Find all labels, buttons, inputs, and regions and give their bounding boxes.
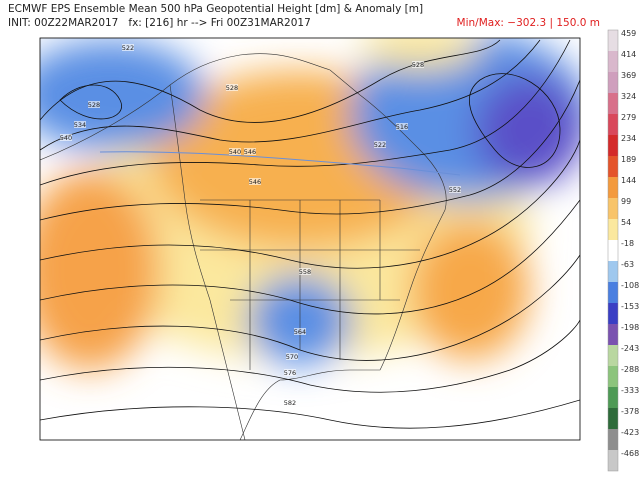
contour-label: 522	[374, 141, 386, 149]
map	[40, 38, 580, 440]
colorbar-swatch	[608, 429, 618, 450]
colorbar-label: 234	[621, 134, 636, 143]
contour-label: 540	[229, 148, 241, 156]
contour-label: 528	[226, 84, 238, 92]
contour-label-bg	[284, 369, 296, 376]
colorbar-label: -18	[621, 239, 634, 248]
contour-label-bg	[396, 123, 408, 130]
contour-label-bg	[244, 148, 256, 155]
colorbar-swatch	[608, 135, 618, 156]
colorbar-label: -243	[621, 344, 639, 353]
contour-label: 546	[244, 148, 256, 156]
colorbar-swatch	[608, 72, 618, 93]
contour-label: 540	[60, 134, 72, 142]
colorbar-label: -423	[621, 428, 639, 437]
colorbar-label: -63	[621, 260, 634, 269]
contour-label-bg	[374, 141, 386, 148]
colorbar-swatch	[608, 219, 618, 240]
contour-label: 522	[122, 44, 134, 52]
contour-label: 558	[299, 268, 311, 276]
colorbar-swatch	[608, 156, 618, 177]
contour-label-bg	[286, 353, 298, 360]
contour-label-bg	[412, 61, 424, 68]
colorbar-label: 144	[621, 176, 636, 185]
colorbar-label: 279	[621, 113, 636, 122]
contour-label: 552	[449, 186, 461, 194]
colorbar-swatch	[608, 261, 618, 282]
colorbar-label: -468	[621, 449, 639, 458]
init-line: INIT: 00Z22MAR2017 fx: [216] hr --> Fri …	[8, 17, 311, 29]
colorbar-swatch	[608, 30, 618, 51]
colorbar-label: -333	[621, 386, 639, 395]
colorbar-swatch	[608, 303, 618, 324]
contour-540	[99, 151, 461, 176]
colorbar-frame	[607, 29, 619, 472]
colorbar-swatch	[608, 324, 618, 345]
colorbar-swatch	[608, 51, 618, 72]
colorbar: 459 414 369 324 279 234 189 144 99 54 -18 -63 -108 -1…	[607, 29, 639, 472]
colorbar-swatch	[608, 366, 618, 387]
colorbar-label: 459	[621, 29, 636, 38]
colorbar-swatch	[608, 114, 618, 135]
contour-label: 582	[284, 399, 296, 407]
contour-label-bg	[249, 178, 261, 185]
colorbar-swatch	[608, 240, 618, 261]
colorbar-label: 189	[621, 155, 636, 164]
min-max: Min/Max: −302.3 | 150.0 m	[457, 17, 600, 29]
colorbar-label: -378	[621, 407, 639, 416]
map-frame	[39, 37, 581, 441]
colorbar-label: 369	[621, 71, 636, 80]
colorbar-swatch	[608, 408, 618, 429]
colorbar-label: 54	[621, 218, 631, 227]
contour-label-bg	[60, 134, 72, 141]
contour-label-bg	[88, 101, 100, 108]
contour-label: 534	[74, 121, 86, 129]
colorbar-label: 324	[621, 92, 636, 101]
colorbar-swatch	[608, 198, 618, 219]
colorbar-label: -153	[621, 302, 639, 311]
colorbar-label: -198	[621, 323, 639, 332]
contour-labels: 5225285345405465285225165285405465525585…	[60, 44, 461, 407]
contour-label-bg	[74, 121, 86, 128]
colorbar-swatch	[608, 345, 618, 366]
contour-label: 528	[88, 101, 100, 109]
contour-label: 576	[284, 369, 296, 377]
colorbar-label: 99	[621, 197, 631, 206]
contour-label-bg	[299, 268, 311, 275]
colorbar-swatch	[608, 450, 618, 471]
contour-label: 570	[286, 353, 298, 361]
contour-label: 546	[249, 178, 261, 186]
colorbar-swatch	[608, 282, 618, 303]
contour-label: 528	[412, 61, 424, 69]
anomaly-shading	[40, 38, 580, 370]
contour-label-bg	[122, 44, 134, 51]
colorbar-label: -288	[621, 365, 639, 374]
contour-label: 516	[396, 123, 408, 131]
colorbar-swatch	[608, 93, 618, 114]
colorbar-swatch	[608, 387, 618, 408]
colorbar-label: 414	[621, 50, 636, 59]
title: ECMWF EPS Ensemble Mean 500 hPa Geopoten…	[8, 3, 423, 15]
contour-label-bg	[449, 186, 461, 193]
contour-label-bg	[284, 399, 296, 406]
contour-label-bg	[226, 84, 238, 91]
contour-label-bg	[294, 328, 306, 335]
colorbar-swatch	[608, 177, 618, 198]
contour-label: 564	[294, 328, 306, 336]
colorbar-label: -108	[621, 281, 639, 290]
contour-label-bg	[229, 148, 241, 155]
